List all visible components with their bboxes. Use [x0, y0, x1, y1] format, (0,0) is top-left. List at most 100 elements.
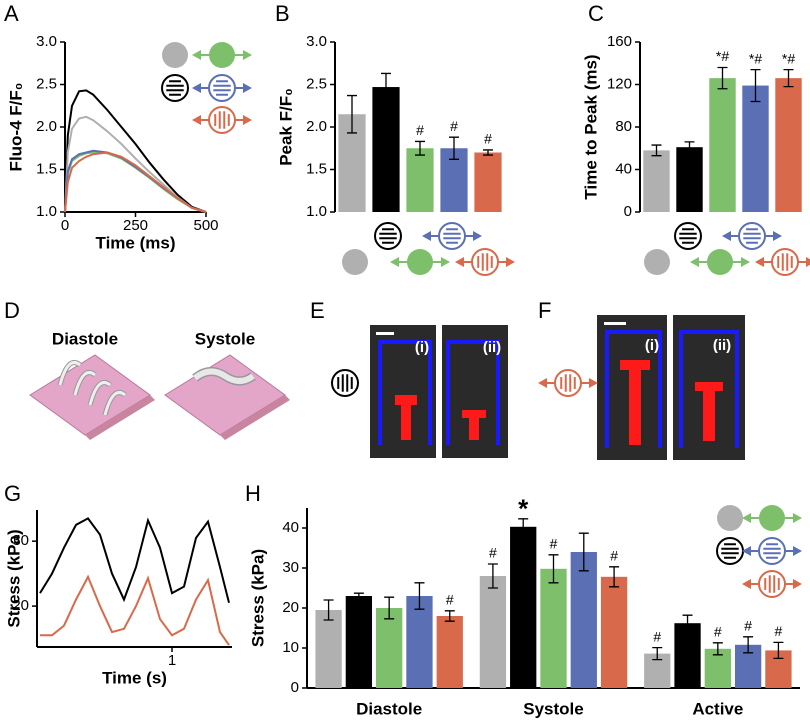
y-tick-label: 0	[291, 679, 299, 696]
icon	[407, 249, 433, 275]
icon	[758, 537, 786, 565]
icon	[209, 42, 235, 68]
icon	[438, 222, 466, 250]
panel-label: B	[275, 1, 290, 26]
icon	[162, 42, 188, 68]
x-axis-label: Time (ms)	[96, 233, 176, 252]
error-bar	[684, 141, 695, 154]
x-tick-label: Diastole	[356, 699, 422, 718]
icon-arrow	[390, 257, 399, 267]
y-axis-label: Time to Peak (ms)	[581, 54, 600, 199]
y-axis-label: Fluo-4 F/F₀	[6, 83, 25, 172]
x-tick-label: 500	[193, 217, 218, 234]
icon	[644, 249, 670, 275]
icon-arrow	[243, 115, 252, 125]
error-bar	[347, 94, 357, 134]
significance-marker: #	[610, 548, 618, 564]
bar	[676, 147, 703, 212]
bar	[510, 526, 537, 688]
y-tick-label: 30	[12, 532, 29, 549]
bar	[315, 610, 342, 688]
icon	[208, 74, 236, 102]
significance-marker: #	[550, 536, 558, 552]
error-bar	[353, 592, 364, 600]
y-tick-label: 0	[624, 203, 632, 220]
icon-arrow	[742, 513, 751, 523]
panel-label: H	[245, 481, 261, 506]
line	[39, 517, 230, 604]
bar	[540, 568, 567, 688]
error-bar	[323, 599, 334, 621]
y-axis-label: Stress (kPa)	[4, 529, 23, 627]
error-bar	[750, 68, 761, 103]
icon-arrow	[192, 115, 201, 125]
y-tick-label: 120	[607, 75, 632, 92]
icon-arrow	[793, 546, 802, 556]
y-tick-label: 1.0	[36, 203, 57, 220]
y-tick-label: 2.5	[306, 75, 327, 92]
error-bar	[483, 149, 493, 156]
y-tick-label: 2.0	[36, 118, 57, 135]
significance-marker: #	[714, 624, 722, 640]
icon	[331, 369, 359, 397]
systole-diagram	[164, 354, 290, 440]
icon	[716, 537, 744, 565]
bar	[600, 576, 628, 688]
error-bar	[578, 532, 589, 572]
y-tick-label: 40	[282, 519, 299, 536]
icon	[738, 222, 766, 250]
significance-marker: *	[518, 494, 529, 524]
icon-arrow	[422, 231, 431, 241]
y-tick-label: 20	[12, 597, 29, 614]
icon	[674, 222, 702, 250]
x-tick-label: Active	[692, 699, 743, 718]
bar	[643, 150, 670, 212]
panel-label: F	[538, 298, 551, 323]
bar	[479, 576, 507, 688]
line	[64, 151, 207, 213]
x-tick-label: 250	[123, 217, 148, 234]
significance-marker: #	[653, 628, 661, 644]
icon-arrow	[793, 513, 802, 523]
significance-marker: *#	[716, 48, 729, 64]
line	[40, 574, 230, 646]
error-bar	[712, 642, 723, 656]
error-bar	[652, 646, 663, 661]
image-label: (i)	[415, 339, 429, 356]
error-bar	[414, 582, 425, 610]
line	[64, 89, 207, 213]
error-bar	[487, 563, 498, 589]
image-label: (i)	[645, 337, 659, 354]
y-tick-label: 3.0	[36, 33, 57, 50]
icon	[161, 74, 189, 102]
y-axis-label: Stress (kPa)	[248, 549, 267, 647]
bar	[406, 148, 434, 212]
bar	[474, 152, 502, 212]
icon	[208, 106, 236, 134]
icon-arrow	[742, 579, 751, 589]
icon-arrow	[742, 546, 751, 556]
icon	[758, 570, 786, 598]
y-tick-label: 1.5	[306, 160, 327, 177]
bar	[742, 85, 769, 212]
x-tick-label: Systole	[523, 699, 583, 718]
y-tick-label: 160	[607, 33, 632, 50]
icon-arrow	[473, 231, 482, 241]
y-axis-label: Peak F/F₀	[276, 88, 295, 166]
y-tick-label: 2.5	[36, 75, 57, 92]
error-bar	[783, 68, 794, 88]
error-bar	[415, 140, 425, 156]
diastole-diagram	[29, 354, 155, 440]
error-bar	[518, 518, 529, 536]
error-bar	[548, 554, 559, 584]
y-tick-label: 2.0	[306, 118, 327, 135]
bar	[775, 78, 802, 212]
icon-arrow	[455, 257, 464, 267]
y-tick-label: 10	[282, 639, 299, 656]
error-bar	[717, 66, 728, 90]
bar	[406, 596, 433, 688]
y-tick-label: 40	[615, 160, 632, 177]
error-bar	[773, 641, 784, 660]
icon	[717, 505, 743, 531]
icon-arrow	[806, 257, 810, 267]
